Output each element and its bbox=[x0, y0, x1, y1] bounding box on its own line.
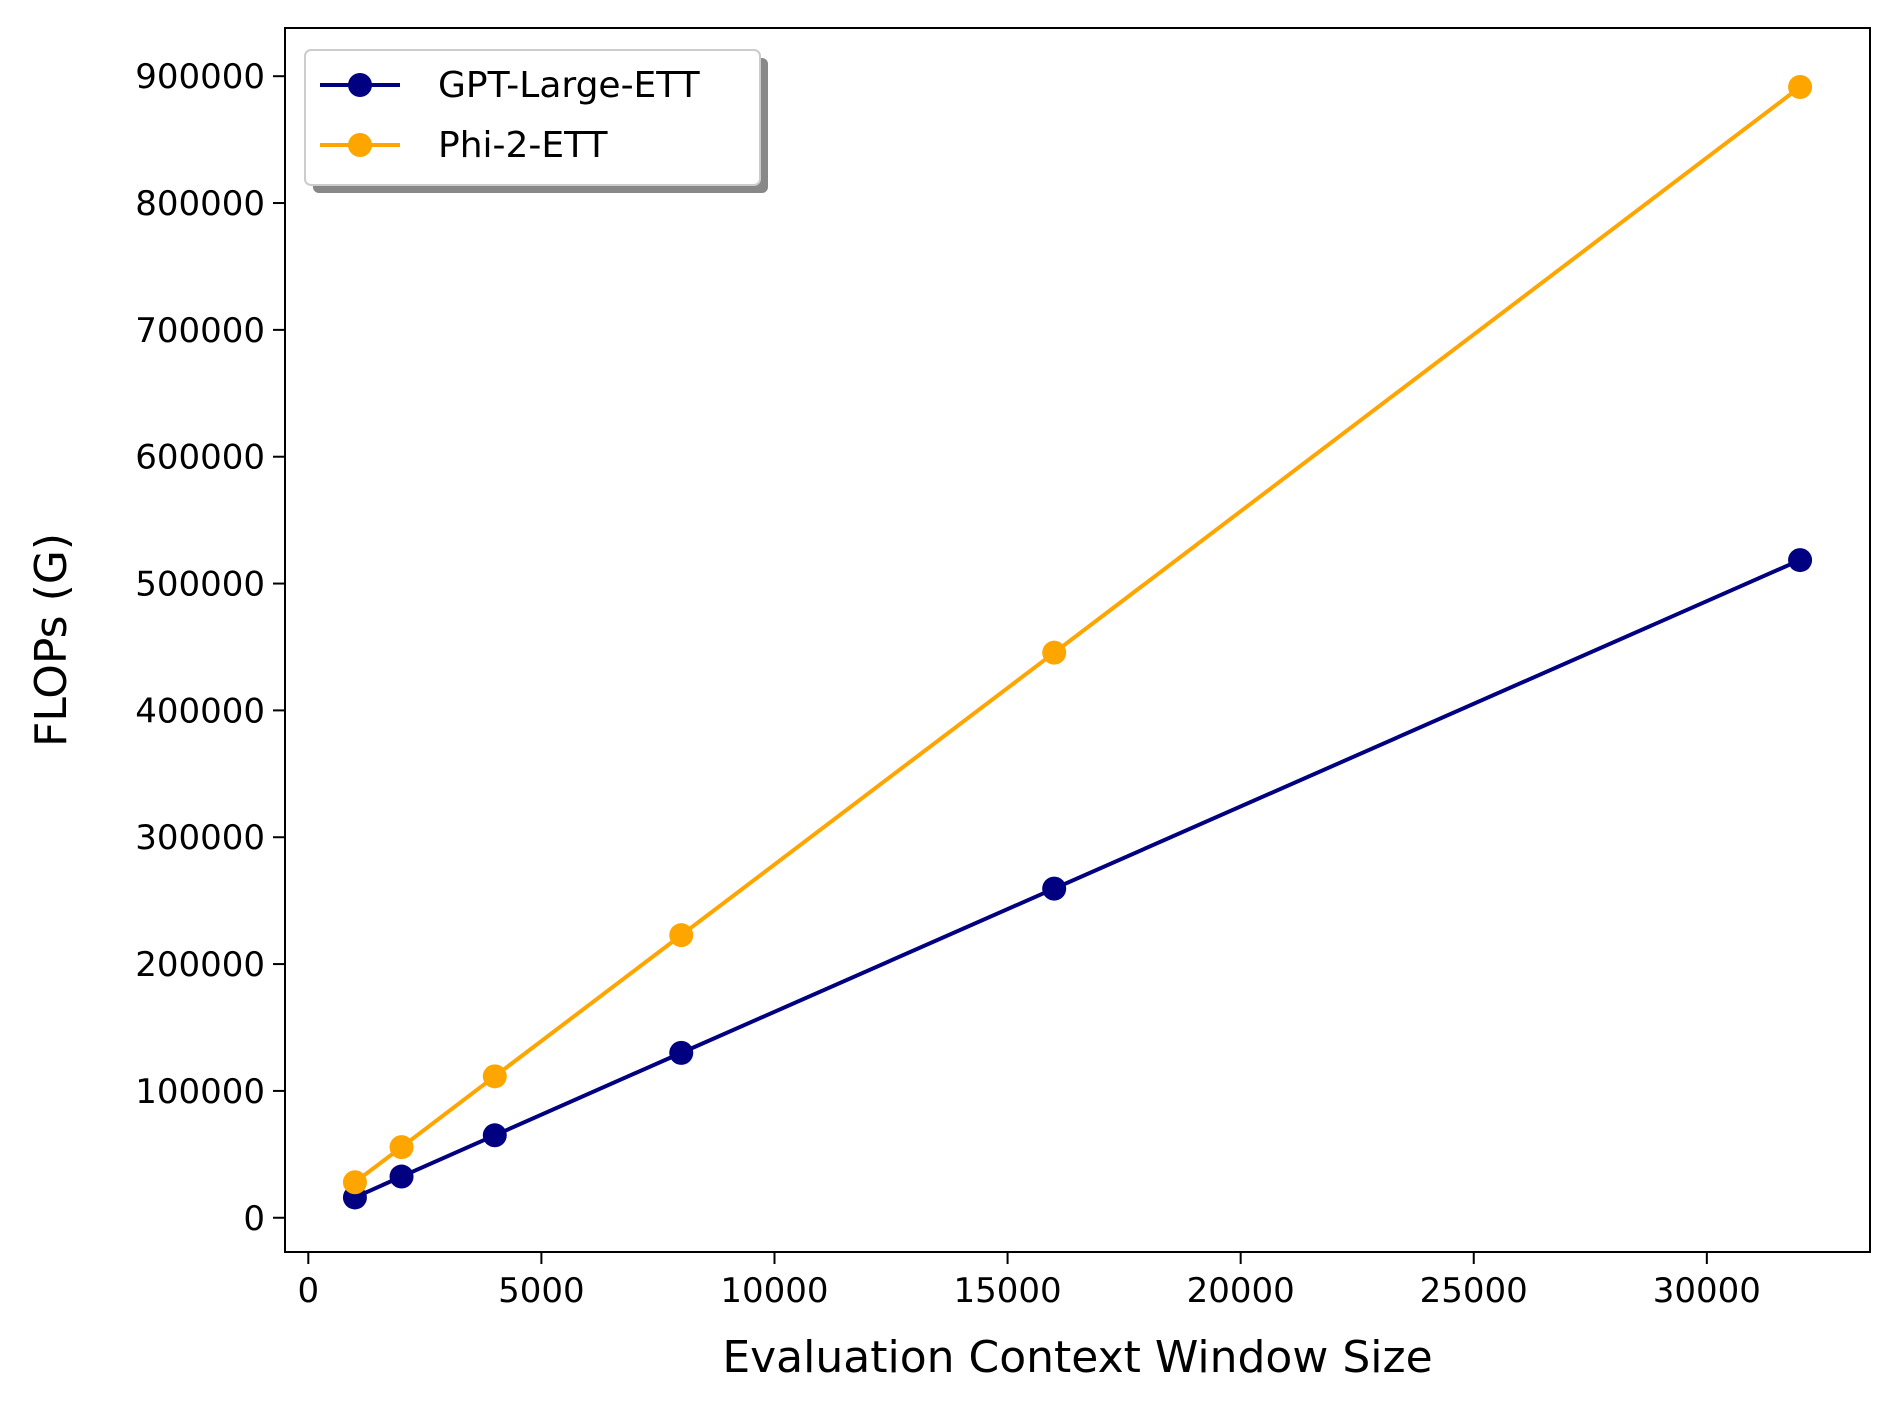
data-point bbox=[1042, 640, 1067, 665]
data-point bbox=[1788, 548, 1813, 573]
series-layer bbox=[342, 74, 1813, 1210]
data-point bbox=[482, 1123, 507, 1148]
y-tick-label: 600000 bbox=[135, 438, 265, 478]
data-point bbox=[1042, 876, 1067, 901]
y-tick-label: 700000 bbox=[135, 311, 265, 351]
x-tick-label: 5000 bbox=[498, 1271, 585, 1311]
data-point bbox=[342, 1170, 367, 1195]
x-tick-label: 10000 bbox=[720, 1271, 828, 1311]
plot-area bbox=[284, 27, 1871, 1253]
y-tick-label: 0 bbox=[243, 1199, 265, 1239]
x-tick-label: 30000 bbox=[1653, 1271, 1761, 1311]
x-tick-label: 25000 bbox=[1420, 1271, 1528, 1311]
y-tick-label: 300000 bbox=[135, 818, 265, 858]
data-point bbox=[389, 1164, 414, 1189]
y-tick-label: 100000 bbox=[135, 1072, 265, 1112]
legend-box bbox=[304, 49, 761, 186]
x-axis-label: Evaluation Context Window Size bbox=[722, 1332, 1432, 1383]
data-point bbox=[669, 923, 694, 948]
data-point bbox=[482, 1064, 507, 1089]
data-point bbox=[389, 1135, 414, 1160]
legend-marker bbox=[348, 133, 372, 157]
y-tick-label: 400000 bbox=[135, 691, 265, 731]
y-tick-label: 200000 bbox=[135, 945, 265, 985]
x-tick-label: 20000 bbox=[1187, 1271, 1295, 1311]
legend-label: GPT-Large-ETT bbox=[438, 65, 701, 106]
legend-marker bbox=[348, 73, 372, 97]
y-tick-label: 900000 bbox=[135, 57, 265, 97]
x-tick-label: 15000 bbox=[953, 1271, 1061, 1311]
data-point bbox=[669, 1040, 694, 1065]
data-point bbox=[1788, 74, 1813, 99]
y-axis-label: FLOPs (G) bbox=[26, 533, 77, 747]
legend-label: Phi-2-ETT bbox=[438, 125, 609, 166]
axis-ticks: 0 5000 10000 15000 20000 25000 300000100000200… bbox=[135, 57, 1761, 1311]
y-tick-label: 800000 bbox=[135, 184, 265, 224]
x-tick-label: 0 bbox=[297, 1271, 319, 1311]
legend: GPT-Large-ETT Phi-2-ETT bbox=[304, 49, 768, 193]
y-tick-label: 500000 bbox=[135, 565, 265, 605]
